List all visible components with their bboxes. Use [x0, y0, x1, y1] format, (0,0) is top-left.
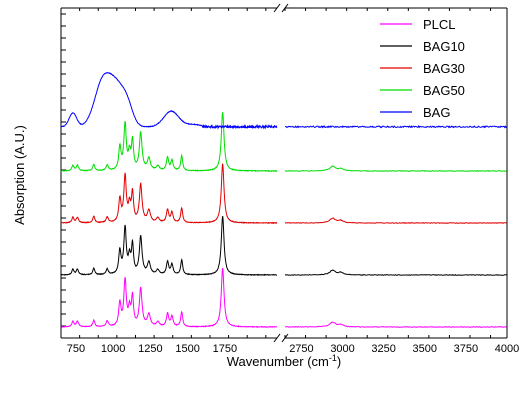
x-tick-label: 1000: [101, 343, 125, 355]
series-line-bag30-left: [60, 162, 278, 225]
legend-label-bag: BAG: [423, 105, 450, 120]
y-axis-label: Absorption (A.U.): [12, 125, 27, 225]
series-line-bag10-right: [285, 269, 507, 276]
x-tick-label: 4000: [495, 343, 519, 355]
legend-label-bag30: BAG30: [423, 61, 465, 76]
series-line-bag50-left: [60, 112, 278, 173]
axis-break-mark: [273, 333, 281, 343]
series-line-bag-right: [284, 125, 508, 129]
series-line-bag-left: [60, 72, 278, 130]
x-axis-label: Wavenumber (cm-1): [227, 353, 341, 369]
axis-break-mark: [273, 3, 281, 13]
x-tick-label: 3500: [413, 343, 437, 355]
x-tick-label: 3250: [371, 343, 395, 355]
x-tick-label: 1750: [213, 343, 237, 355]
x-tick-label: 3000: [330, 343, 354, 355]
x-tick-label: 2750: [289, 343, 313, 355]
series-line-bag10-left: [60, 216, 277, 276]
legend-label-plcl: PLCL: [423, 17, 456, 32]
series-line-plcl-right: [284, 321, 507, 328]
legend-label-bag10: BAG10: [423, 39, 465, 54]
legend-label-bag50: BAG50: [423, 83, 465, 98]
x-axis-label-close: ): [337, 354, 341, 369]
series-line-bag30-right: [284, 217, 507, 224]
x-tick-label: 750: [67, 343, 85, 355]
series-line-bag50-right: [284, 165, 507, 172]
x-tick-label: 1500: [175, 343, 199, 355]
x-tick-label: 3750: [454, 343, 478, 355]
x-axis-label-superscript: -1: [329, 353, 337, 363]
series-line-plcl-left: [60, 267, 278, 328]
x-tick-label: 1250: [138, 343, 162, 355]
